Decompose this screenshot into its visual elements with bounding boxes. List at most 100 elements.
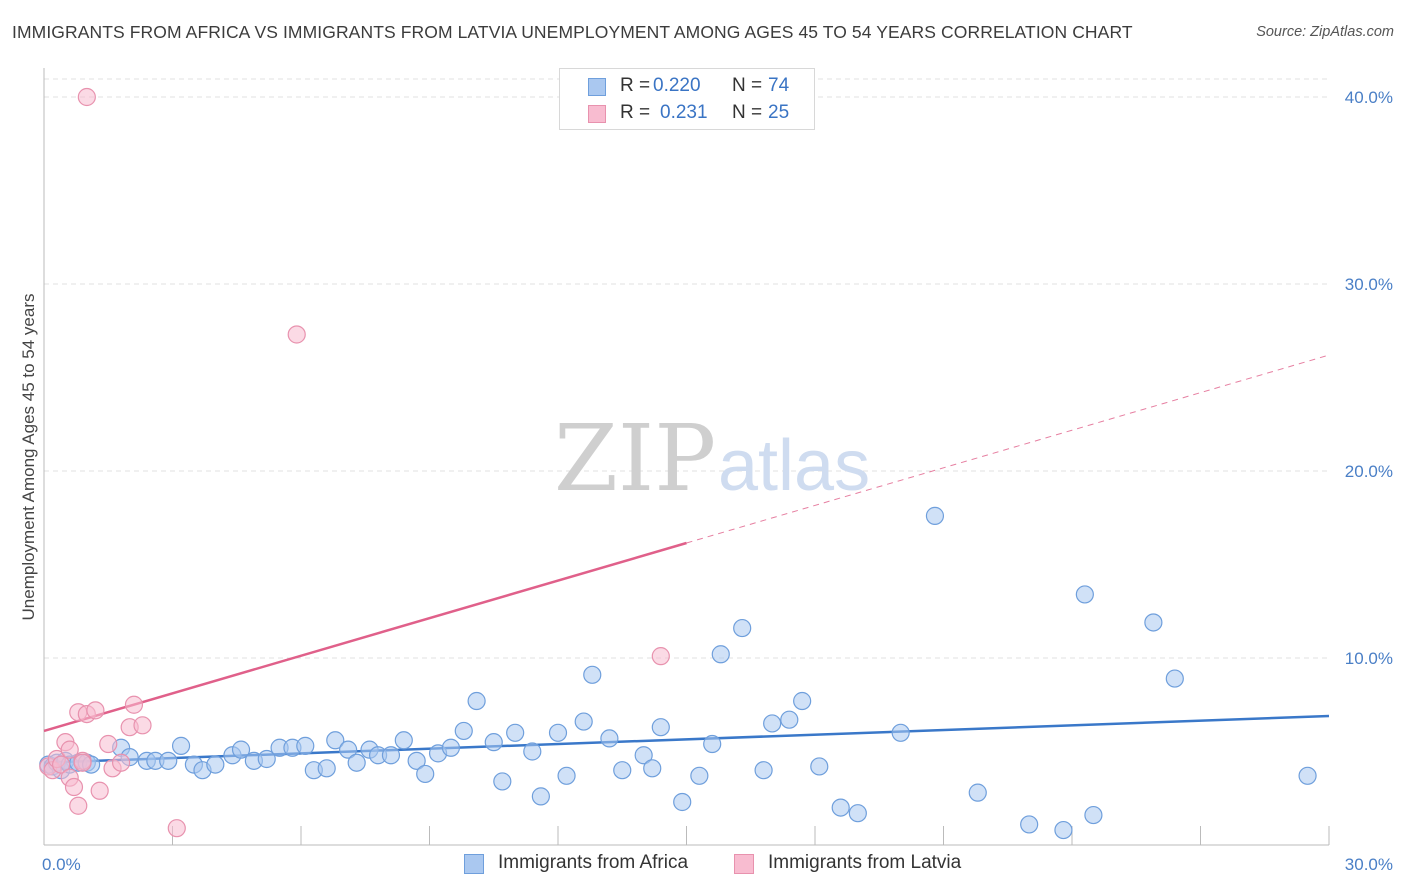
data-point-latvia (651, 647, 670, 666)
watermark-atlas: atlas (718, 426, 870, 506)
legend-row-africa: R = 0.220 N = 74 (560, 75, 816, 101)
data-point-latvia (99, 734, 118, 754)
data-point-africa (831, 798, 850, 817)
r-value: 0.231 (660, 102, 708, 123)
r-label: R = (620, 75, 651, 96)
n-label: N = (732, 75, 763, 96)
n-label: N = (732, 102, 763, 123)
data-point-africa (1298, 766, 1317, 785)
data-point-latvia (287, 325, 306, 344)
latvia-swatch-icon (588, 105, 606, 123)
data-point-latvia (64, 777, 84, 797)
x-tick-label: 30.0% (1345, 855, 1393, 874)
legend-label-africa: Immigrants from Africa (498, 852, 689, 873)
data-point-africa (891, 723, 910, 742)
data-point-latvia (73, 753, 92, 772)
data-point-africa (793, 691, 812, 711)
data-point-africa (1165, 669, 1184, 688)
data-point-africa (159, 751, 178, 770)
data-point-africa (484, 733, 503, 752)
legend-label-latvia: Immigrants from Latvia (768, 852, 962, 873)
data-point-africa (651, 718, 670, 737)
data-point-africa (454, 721, 473, 741)
data-point-africa (574, 712, 593, 731)
data-point-africa (557, 766, 576, 785)
data-point-africa (467, 691, 486, 711)
data-point-africa (600, 729, 619, 748)
data-point-latvia (86, 701, 105, 720)
data-point-africa (206, 755, 225, 774)
axes (43, 68, 1330, 846)
r-value: 0.220 (653, 75, 701, 96)
chart-title: IMMIGRANTS FROM AFRICA VS IMMIGRANTS FRO… (12, 22, 1133, 42)
data-point-africa (643, 759, 662, 778)
data-point-africa (317, 759, 336, 778)
data-point-africa (848, 804, 867, 823)
data-point-africa (257, 749, 276, 769)
data-point-latvia (133, 716, 152, 735)
data-point-africa (763, 714, 782, 733)
data-point-latvia (111, 753, 131, 772)
source-label: Source: ZipAtlas.com (1256, 24, 1394, 40)
data-point-africa (1020, 815, 1039, 834)
y-tick-label: 40.0% (1345, 88, 1393, 107)
data-point-latvia (77, 87, 96, 107)
tick-labels: 10.0% 20.0% 30.0% 40.0% 0.0% 30.0% (42, 88, 1393, 874)
data-point-africa (925, 506, 945, 525)
data-point-latvia (124, 695, 144, 714)
series-legend: Immigrants from Africa Immigrants from L… (0, 852, 1406, 878)
data-point-latvia (52, 755, 71, 774)
y-tick-label: 30.0% (1345, 275, 1393, 294)
latvia-legend-icon (734, 854, 754, 874)
data-point-africa (613, 761, 632, 780)
data-point-africa (1075, 585, 1094, 604)
data-point-africa (968, 783, 987, 802)
data-point-latvia (69, 796, 88, 815)
data-point-africa (690, 766, 709, 785)
data-point-africa (754, 761, 773, 780)
data-point-africa (1144, 613, 1163, 632)
data-point-africa (493, 772, 512, 791)
y-axis-label: Unemployment Among Ages 45 to 54 years (19, 294, 38, 621)
data-point-africa (296, 736, 315, 755)
data-point-africa (523, 742, 542, 761)
data-point-africa (810, 757, 829, 776)
grid-lines (44, 78, 1329, 659)
y-tick-label: 20.0% (1345, 462, 1393, 481)
data-point-africa (548, 723, 568, 742)
data-point-africa (407, 751, 426, 770)
data-point-africa (171, 736, 191, 755)
data-point-africa (733, 618, 752, 638)
data-point-africa (416, 764, 435, 784)
x-tick-label: 0.0% (42, 855, 81, 874)
n-value: 74 (768, 75, 790, 96)
data-point-latvia (90, 781, 109, 800)
data-point-africa (381, 746, 401, 765)
data-point-africa (326, 731, 345, 750)
r-label: R = (620, 102, 651, 123)
trend-line-dashed-1 (686, 354, 1330, 544)
africa-legend-icon (464, 854, 484, 874)
data-point-africa (673, 792, 692, 812)
y-tick-label: 10.0% (1345, 649, 1393, 668)
data-point-africa (394, 731, 413, 750)
data-point-africa (347, 753, 366, 772)
correlation-legend: R = 0.220 N = 74 R = 0.231 N = 25 (559, 68, 815, 130)
data-point-africa (711, 645, 730, 664)
data-point-africa (531, 787, 550, 806)
data-point-africa (339, 740, 358, 759)
trend-line-1 (43, 541, 687, 733)
data-point-africa (780, 710, 799, 729)
data-point-africa (634, 746, 653, 765)
data-point-africa (231, 740, 251, 759)
data-point-africa (441, 738, 461, 757)
data-point-latvia (167, 819, 186, 838)
n-value: 25 (768, 102, 790, 123)
africa-swatch-icon (588, 78, 606, 96)
data-point-africa (703, 734, 722, 754)
data-point-africa (583, 665, 602, 684)
data-points (39, 87, 1317, 840)
legend-row-latvia: R = 0.231 N = 25 (560, 102, 816, 128)
data-point-latvia (60, 740, 79, 759)
